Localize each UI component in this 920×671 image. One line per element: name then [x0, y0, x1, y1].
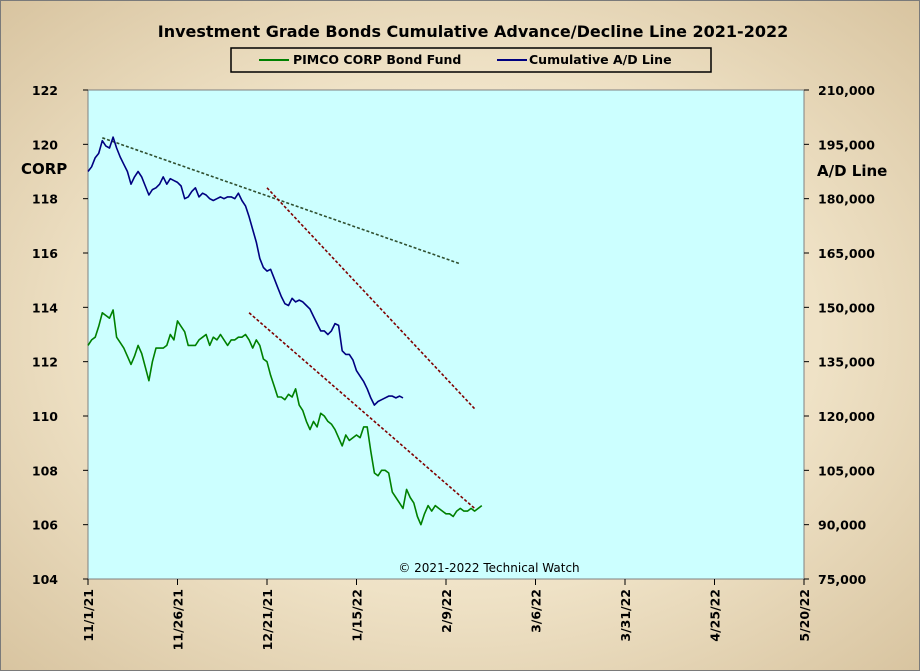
- x-tick-label: 12/21/21: [260, 589, 275, 650]
- left-tick-label: 104: [32, 572, 58, 587]
- x-tick-label: 2/9/22: [439, 589, 454, 633]
- x-tick-label: 3/31/22: [618, 589, 633, 642]
- left-tick-label: 110: [32, 409, 58, 424]
- x-axis: 11/1/21 11/26/21 12/21/21 1/15/22 2/9/22 3/6/…: [81, 579, 812, 650]
- x-tick-label: 11/1/21: [81, 589, 96, 642]
- right-tick-label: 120,000: [818, 409, 875, 424]
- corp-series-line: [87, 309, 483, 526]
- x-tick-label: 3/6/22: [529, 589, 544, 633]
- x-tick-label: 11/26/21: [171, 589, 186, 650]
- legend: PIMCO CORP Bond Fund Cumulative A/D Line: [230, 47, 712, 73]
- left-tick-label: 114: [32, 300, 58, 315]
- legend-label-ad: Cumulative A/D Line: [529, 52, 672, 67]
- left-axis: 122 120 118 116 114 112 110 108 106 104: [32, 83, 88, 587]
- copyright-note: © 2021-2022 Technical Watch: [398, 561, 579, 575]
- left-tick-label: 118: [32, 192, 58, 207]
- right-tick-label: 210,000: [818, 83, 875, 98]
- left-tick-label: 122: [32, 83, 58, 98]
- left-tick-label: 106: [32, 518, 58, 533]
- x-tick-label: 5/20/22: [797, 589, 812, 642]
- series-layer: [87, 136, 483, 526]
- ad-long-term-trendline: [102, 137, 461, 265]
- right-axis-label: A/D Line: [817, 162, 887, 180]
- legend-box: [230, 47, 712, 73]
- right-tick-label: 135,000: [818, 355, 875, 370]
- ad-short-term-trendline: [266, 187, 476, 410]
- legend-label-corp: PIMCO CORP Bond Fund: [293, 52, 461, 67]
- left-tick-label: 112: [32, 355, 58, 370]
- x-tick-label: 4/25/22: [708, 589, 723, 642]
- right-tick-label: 195,000: [818, 137, 875, 152]
- right-tick-label: 165,000: [818, 246, 875, 261]
- left-tick-label: 116: [32, 246, 58, 261]
- left-tick-label: 120: [32, 137, 58, 152]
- left-tick-label: 108: [32, 463, 58, 478]
- right-tick-label: 75,000: [818, 572, 867, 587]
- right-tick-label: 150,000: [818, 300, 875, 315]
- right-tick-label: 180,000: [818, 192, 875, 207]
- plot-area: [87, 89, 805, 580]
- trendlines: [102, 137, 476, 509]
- left-axis-label: CORP: [21, 160, 67, 178]
- right-axis: 210,000 195,000 180,000 165,000 150,000 135,0…: [804, 83, 875, 587]
- right-tick-label: 90,000: [818, 518, 867, 533]
- chart-title: Investment Grade Bonds Cumulative Advanc…: [158, 22, 788, 41]
- ad-series-line: [87, 136, 404, 406]
- right-tick-label: 105,000: [818, 463, 875, 478]
- x-tick-label: 1/15/22: [350, 589, 365, 642]
